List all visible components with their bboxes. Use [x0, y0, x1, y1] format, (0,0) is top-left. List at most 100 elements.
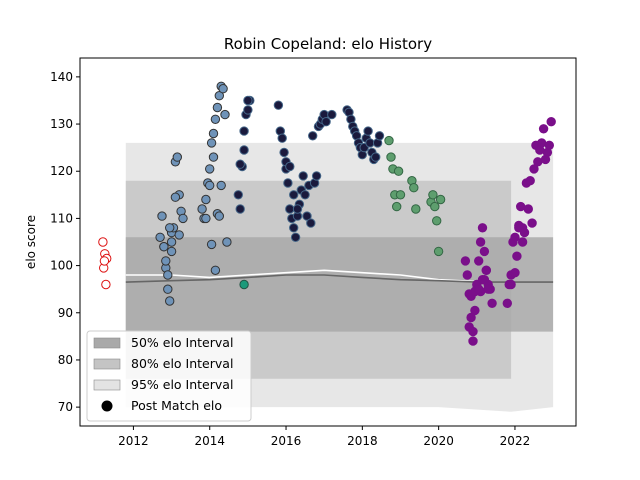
data-point-1-38 [201, 213, 211, 224]
data-point-5-20 [483, 284, 493, 294]
data-point-3-3 [239, 145, 249, 155]
data-point-1-42 [222, 237, 232, 247]
data-point-1-37 [216, 180, 226, 191]
data-point-3-23 [298, 171, 308, 181]
data-point-1-1 [157, 211, 167, 221]
data-point-1-40 [210, 265, 221, 275]
data-point-3-30 [289, 190, 299, 200]
y-tick-label-0: 70 [58, 400, 73, 414]
data-point-4-12 [430, 201, 440, 212]
data-point-1-30 [214, 91, 225, 101]
data-point-3-0 [233, 190, 244, 200]
data-point-5-48 [544, 140, 554, 151]
x-tick-label-2: 2016 [271, 434, 302, 448]
data-point-3-18 [289, 223, 299, 233]
y-tick-label-7: 140 [50, 70, 73, 84]
data-point-1-41 [214, 211, 225, 221]
data-point-3-32 [308, 131, 318, 141]
data-point-3-12 [277, 133, 287, 143]
data-point-1-18 [174, 230, 184, 240]
y-tick-label-2: 90 [58, 306, 73, 320]
data-point-3-40 [327, 109, 337, 120]
data-point-4-13 [432, 216, 442, 226]
data-point-5-14 [487, 298, 497, 308]
data-point-3-29 [285, 161, 295, 172]
data-point-5-23 [474, 284, 484, 294]
data-point-5-49 [546, 117, 556, 127]
data-point-4-0 [384, 135, 394, 146]
data-point-5-42 [533, 157, 543, 167]
data-point-1-15 [163, 270, 173, 280]
data-point-1-4 [163, 284, 173, 294]
data-point-3-58 [374, 131, 385, 141]
y-tick-label-3: 100 [50, 259, 73, 273]
data-point-4-6 [395, 190, 406, 200]
data-point-3-34 [311, 171, 322, 181]
chart-title: Robin Copeland: elo History [224, 35, 432, 53]
legend-swatch-0 [93, 337, 121, 349]
legend-label-1: 80% elo Interval [131, 356, 233, 371]
data-point-5-1 [462, 270, 472, 280]
x-tick-label-0: 2012 [118, 434, 149, 448]
data-point-1-5 [165, 296, 175, 306]
legend: 50% elo Interval 80% elo Interval 95% elo … [86, 330, 252, 422]
data-point-1-13 [159, 242, 169, 252]
data-point-1-29 [212, 102, 223, 113]
data-point-5-9 [477, 223, 488, 233]
data-point-3-25 [302, 211, 312, 221]
y-axis: 70 80 90 100 110 120 130 140 [50, 70, 80, 414]
data-point-1-35 [208, 152, 219, 162]
data-point-5-50 [506, 279, 516, 290]
y-tick-label-4: 110 [50, 211, 73, 225]
data-point-5-45 [538, 124, 549, 134]
data-point-1-26 [206, 138, 217, 148]
data-point-5-39 [527, 218, 537, 228]
mean-line-0 [125, 269, 489, 283]
data-point-3-9 [243, 95, 253, 106]
data-point-5-5 [470, 305, 480, 316]
legend-swatch-1 [93, 358, 121, 370]
y-axis-label: elo score [24, 215, 38, 269]
data-point-1-21 [197, 204, 207, 214]
legend-marker-3 [101, 400, 113, 412]
data-point-5-10 [479, 246, 490, 257]
data-point-4-11 [428, 190, 438, 200]
data-point-3-1 [235, 204, 245, 214]
data-point-3-19 [290, 232, 301, 243]
data-point-5-8 [475, 237, 486, 247]
data-point-1-27 [208, 128, 219, 139]
data-point-5-24 [477, 275, 488, 285]
data-point-4-15 [435, 194, 446, 205]
data-point-5-53 [517, 237, 528, 247]
data-point-1-9 [172, 152, 183, 162]
data-point-4-8 [409, 183, 419, 193]
data-point-1-32 [218, 84, 228, 94]
axes-frame [79, 57, 577, 427]
data-point-4-1 [386, 152, 396, 162]
data-point-2-0 [239, 279, 249, 290]
data-point-5-40 [529, 164, 539, 174]
data-point-5-31 [512, 251, 522, 261]
data-point-5-4 [468, 336, 478, 346]
legend-label-0: 50% elo Interval [131, 335, 233, 350]
data-point-1-33 [220, 109, 230, 120]
data-point-1-25 [205, 164, 215, 174]
data-point-3-39 [321, 117, 331, 127]
data-point-1-20 [165, 223, 175, 233]
data-point-5-51 [510, 268, 520, 278]
data-point-3-10 [273, 100, 284, 110]
legend-label-3: Post Match elo [131, 398, 222, 413]
data-point-1-16 [166, 237, 177, 247]
data-point-0-0 [98, 237, 108, 247]
data-point-0-5 [99, 256, 110, 266]
data-point-5-30 [510, 232, 520, 243]
data-point-1-23 [201, 194, 211, 205]
data-point-5-3 [466, 312, 476, 323]
x-axis: 2012 2014 2016 2018 2020 2022 [118, 426, 530, 448]
data-point-3-7 [235, 159, 245, 169]
x-tick-label-5: 2022 [500, 434, 531, 448]
data-point-1-17 [170, 192, 181, 202]
data-point-1-19 [166, 246, 177, 257]
data-point-3-52 [363, 126, 373, 136]
